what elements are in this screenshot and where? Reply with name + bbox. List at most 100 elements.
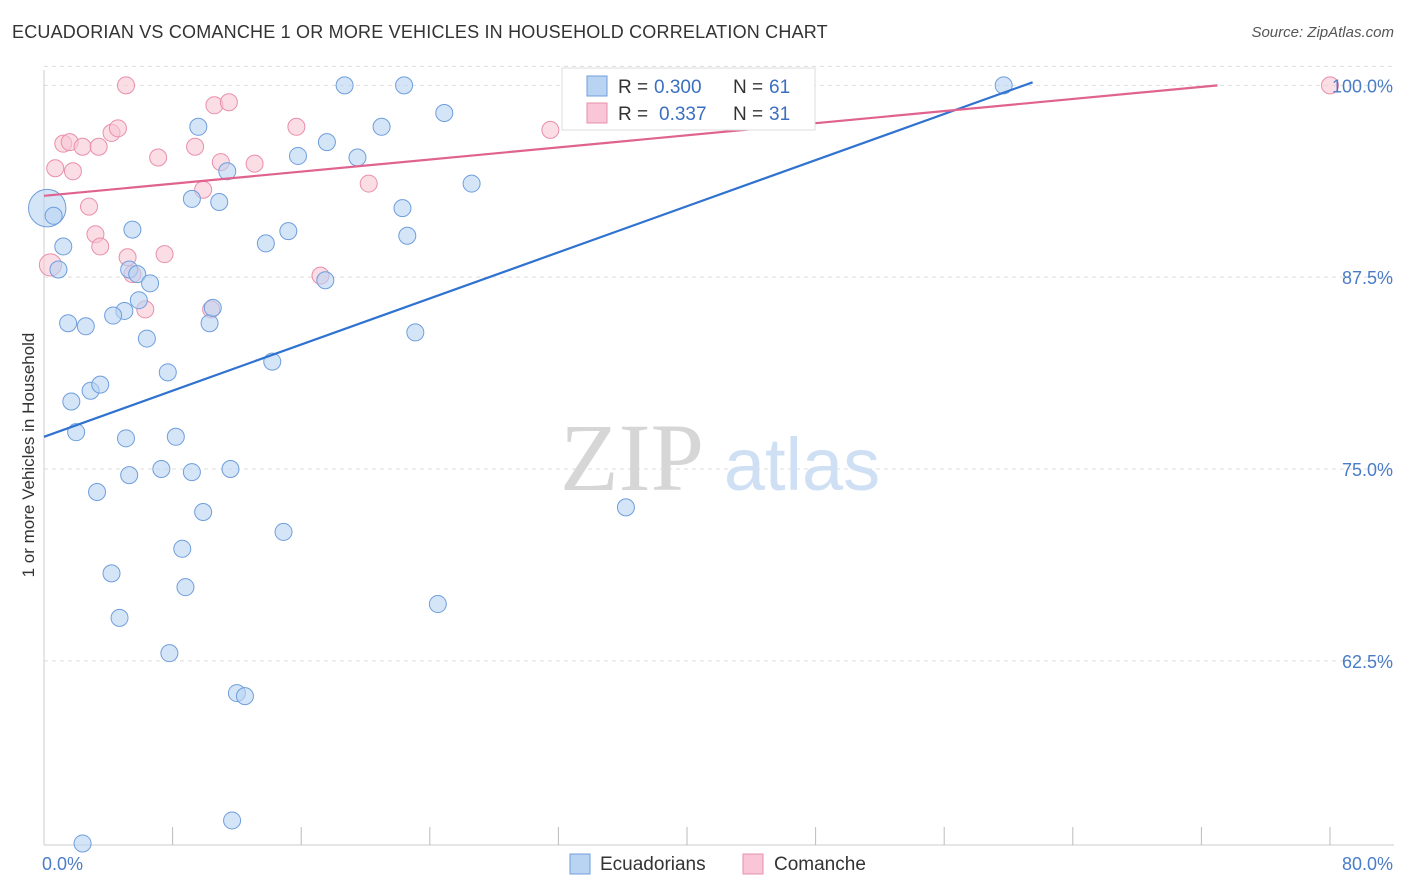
y-tick-labels: 100.0% 87.5% 75.0% 62.5% [1332,76,1393,671]
ecuadorian-point [88,483,107,502]
legend-swatch-blue [586,75,608,97]
chart-title: ECUADORIAN VS COMANCHE 1 OR MORE VEHICLE… [12,22,828,42]
x-tick-labels: 0.0% 80.0% [42,854,1393,874]
comanche-point [46,159,65,178]
legend-n-label-1: N = [733,77,763,98]
ecuadorian-point [49,260,68,279]
ecuadorian-point [176,578,195,597]
watermark-zip: ZIP [560,404,704,511]
ecuadorian-point [994,76,1013,95]
legend-r-label-1: R = [618,77,648,98]
comanche-point [219,93,238,112]
ecuadorian-point [395,76,414,95]
trend-lines [43,81,1218,438]
ecuadorian-point [62,392,81,411]
comanche-point [245,154,264,173]
ecuadorian-point [141,274,160,293]
ecuadorian-point [218,162,237,181]
comanche-point [186,137,205,156]
ecuadorian-point [73,834,92,853]
ecuadorian-point [221,460,240,479]
ecuadorian-point [616,498,635,517]
ecuadorian-point [76,317,95,336]
ecuadorian-point [194,502,213,521]
ecuadorian-points [28,76,1013,853]
ecuadorian-point [104,306,123,325]
comanche-point [359,174,378,193]
ecuadorian-point [462,174,481,193]
ecuadorian-point [129,291,148,310]
y-tick-label: 100.0% [1332,76,1393,96]
ecuadorian-point [128,265,147,284]
comanche-point [287,117,306,136]
legend-n-value-1: 61 [769,77,790,98]
ecuadorian-point [120,466,139,485]
ecuadorian-point [152,460,171,479]
legend-n-label-2: N = [733,104,763,125]
comanche-point [73,137,92,156]
ecuadorian-point [210,192,229,211]
x-tick-label: 80.0% [1342,854,1393,874]
ecuadorian-point [59,314,78,333]
legend-box: R = 0.300 N = 61 R = 0.337 N = 31 [561,67,816,131]
ecuadorian-point [406,323,425,342]
ecuadorian-point [91,375,110,394]
watermark-atlas: atlas [724,423,880,506]
ecuadorian-point [182,189,201,208]
ecuadorian-point [372,117,391,136]
y-tick-label: 75.0% [1342,460,1393,480]
legend-r-value-1: 0.300 [654,77,702,98]
ecuadorian-point [223,811,242,830]
ecuadorian-point [235,687,254,706]
ecuadorian-point [44,206,63,225]
y-axis-label: 1 or more Vehicles in Household [19,333,38,578]
comanche-point [541,120,560,139]
ecuadorian-point [158,363,177,382]
ecuadorian-point [274,522,293,541]
ecuadorian-point [428,595,447,614]
bottom-legend-swatch-ecuadorians [569,853,591,875]
ecuadorian-point [288,146,307,165]
ecuadorian-point [279,222,298,241]
ecuadorian-point [256,234,275,253]
ecuadorian-point [110,608,129,627]
ecuadorian-point [54,237,73,256]
x-tick-label: 0.0% [42,854,83,874]
ecuadorian-point [166,427,185,446]
comanche-point [155,245,174,264]
ecuadorian-point [182,463,201,482]
comanche-point [91,237,110,256]
watermark: ZIP atlas [560,404,880,511]
legend-n-value-2: 31 [769,104,790,125]
comanche-point [80,197,99,216]
comanche-point [108,119,127,138]
ecuadorian-point [398,226,417,245]
ecuadorian-point [200,314,219,333]
comanche-point [63,162,82,181]
legend-r-label-2: R = [618,104,648,125]
ecuadorian-point [160,644,179,663]
ecuadorian-point [102,564,121,583]
axes [43,70,1394,846]
ecuadorian-point [348,148,367,167]
ecuadorian-point [435,103,454,122]
ecuadorian-point [335,76,354,95]
bottom-legend-comanche: Comanche [774,854,866,875]
ecuadorian-point [203,298,222,317]
comanche-trend-line [43,84,1218,197]
bottom-legend-ecuadorians: Ecuadorians [600,854,706,875]
bottom-legend: Ecuadorians Comanche [569,853,866,875]
comanche-point [1321,76,1339,95]
comanche-point [89,137,108,156]
source-label: Source: ZipAtlas.com [1251,24,1394,41]
ecuadorian-point [317,133,336,152]
ecuadorian-point [189,117,208,136]
bottom-legend-swatch-comanche [742,853,764,875]
ecuadorian-point [316,271,335,290]
legend-swatch-pink [586,102,608,124]
ecuadorian-trend-line [43,81,1033,438]
legend-r-value-2: 0.337 [659,104,707,125]
y-tick-label: 87.5% [1342,268,1393,288]
ecuadorian-point [393,199,412,218]
